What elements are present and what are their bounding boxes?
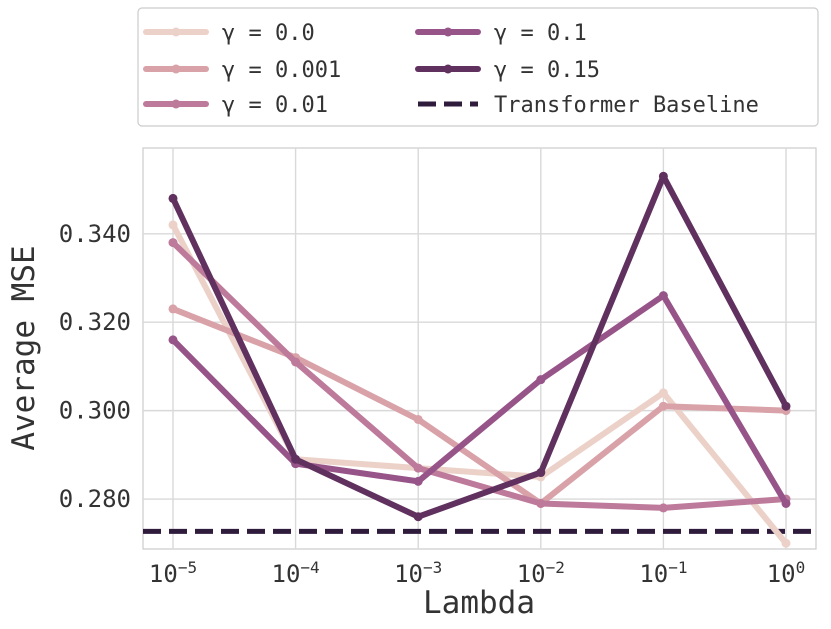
series-point xyxy=(781,538,791,548)
series-point xyxy=(658,388,668,398)
series-line-1 xyxy=(170,305,789,507)
series-point xyxy=(168,220,178,230)
legend-marker xyxy=(171,99,181,109)
y-tick-label: 0.300 xyxy=(59,397,131,425)
series-point xyxy=(291,454,301,464)
legend-label: Transformer Baseline xyxy=(494,93,759,118)
x-tick-label: 10−3 xyxy=(394,558,442,588)
series-line-4 xyxy=(170,173,789,520)
series-point xyxy=(413,476,423,486)
legend-marker xyxy=(171,64,181,74)
x-tick-label: 100 xyxy=(767,558,806,588)
series-point xyxy=(658,171,668,181)
x-axis-label: Lambda xyxy=(423,585,535,621)
series-line-3 xyxy=(170,292,789,507)
plot-area xyxy=(142,147,817,550)
series-point xyxy=(536,468,546,478)
y-axis-ticks: 0.280 0.300 0.320 0.340 xyxy=(59,220,131,513)
series-point xyxy=(168,238,178,248)
series-point xyxy=(168,193,178,203)
series-point xyxy=(658,401,668,411)
x-tick-label: 10−4 xyxy=(272,558,320,588)
series-point xyxy=(168,335,178,345)
series-line-2 xyxy=(170,239,789,511)
legend: γ = 0.0 γ = 0.001 γ = 0.01 γ = 0.1 γ = 0.15 T… xyxy=(143,21,759,118)
y-axis-label: Average MSE xyxy=(6,245,42,450)
y-tick-label: 0.320 xyxy=(59,308,131,336)
legend-label: γ = 0.001 xyxy=(222,58,341,83)
legend-label: γ = 0.0 xyxy=(222,21,315,46)
legend-label: γ = 0.01 xyxy=(222,93,328,118)
series-point xyxy=(291,357,301,367)
series-point xyxy=(536,498,546,508)
series-point xyxy=(413,463,423,473)
series-point xyxy=(781,401,791,411)
series-point xyxy=(658,291,668,301)
series-point xyxy=(168,304,178,314)
legend-label: γ = 0.1 xyxy=(494,21,587,46)
x-tick-label: 10−2 xyxy=(517,558,565,588)
series-point xyxy=(536,375,546,385)
y-tick-label: 0.280 xyxy=(59,485,131,513)
legend-marker xyxy=(443,27,453,37)
x-tick-label: 10−1 xyxy=(639,558,687,588)
y-tick-label: 0.340 xyxy=(59,220,131,248)
series-point xyxy=(658,503,668,513)
series-point xyxy=(781,498,791,508)
series-layer xyxy=(143,171,816,548)
x-axis-ticks: 10−5 10−4 10−3 10−2 10−1 100 xyxy=(149,558,805,588)
series-point xyxy=(413,414,423,424)
series-point xyxy=(413,512,423,522)
legend-marker xyxy=(443,64,453,74)
legend-marker xyxy=(171,27,181,37)
legend-label: γ = 0.15 xyxy=(494,58,600,83)
x-tick-label: 10−5 xyxy=(149,558,197,588)
